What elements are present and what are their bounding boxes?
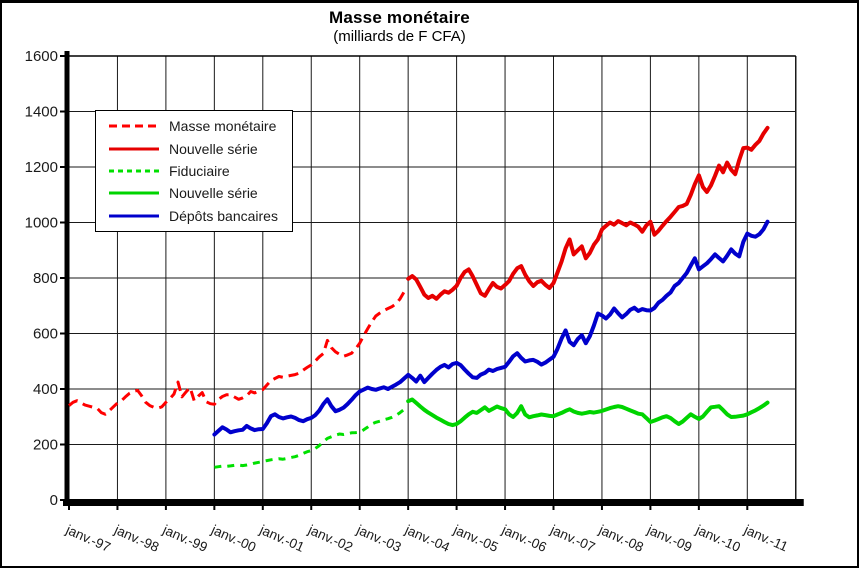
series-line-nouvelle-s-rie bbox=[406, 397, 770, 428]
legend-label: Nouvelle série bbox=[169, 185, 258, 202]
y-axis-label: 0 bbox=[50, 492, 58, 509]
y-axis-label: 1600 bbox=[25, 48, 58, 65]
legend-item-nouvelle-serie-rouge: Nouvelle série bbox=[108, 139, 292, 159]
x-axis-label: janv.-04 bbox=[402, 522, 452, 555]
x-axis-label: janv.-09 bbox=[644, 522, 694, 555]
x-axis-label: janv.-00 bbox=[208, 522, 258, 555]
y-axis-label: 600 bbox=[33, 326, 58, 343]
x-axis-label: janv.-98 bbox=[111, 522, 161, 555]
x-axis-label: janv.-01 bbox=[257, 522, 307, 555]
x-axis-label: janv.-97 bbox=[63, 522, 113, 555]
series-line-d-p-ts-bancaires bbox=[212, 219, 770, 437]
series-line-nouvelle-s-rie bbox=[406, 125, 770, 301]
x-axis-label: janv.-07 bbox=[547, 522, 597, 555]
y-axis-label: 800 bbox=[33, 270, 58, 287]
legend-label: Fiduciaire bbox=[169, 162, 230, 179]
legend-swatch-fiduciaire-icon bbox=[109, 169, 159, 173]
series-line-fiduciaire bbox=[214, 408, 406, 469]
legend-swatch-nouvelle-serie-verte-icon bbox=[109, 191, 159, 195]
legend-label: Dépôts bancaires bbox=[169, 207, 278, 224]
y-axis-label: 1400 bbox=[25, 104, 58, 121]
legend-swatch-nouvelle-serie-rouge-icon bbox=[109, 147, 159, 151]
y-axis-label: 1000 bbox=[25, 215, 58, 232]
y-axis-label: 400 bbox=[33, 381, 58, 398]
legend-swatch-depots-bancaires-icon bbox=[109, 214, 159, 218]
chart-subtitle: (milliards de F CFA) bbox=[333, 28, 466, 45]
x-axis-label: janv.-03 bbox=[354, 522, 404, 555]
legend-item-nouvelle-serie-verte: Nouvelle série bbox=[108, 183, 292, 203]
y-axis-label: 200 bbox=[33, 437, 58, 454]
legend-item-depots-bancaires: Dépôts bancaires bbox=[108, 206, 292, 226]
x-axis-label: janv.-08 bbox=[596, 522, 646, 555]
legend-item-masse-monetaire: Masse monétaire bbox=[108, 116, 292, 136]
legend-label: Masse monétaire bbox=[169, 118, 277, 135]
x-axis-label: janv.-06 bbox=[499, 522, 549, 555]
x-axis-label: janv.-05 bbox=[450, 522, 500, 555]
x-axis-label: janv.-10 bbox=[693, 522, 743, 555]
x-axis-label: janv.-99 bbox=[160, 522, 210, 555]
legend-label: Nouvelle série bbox=[169, 140, 258, 157]
legend: Masse monétaire Nouvelle série Fiduciair… bbox=[95, 110, 293, 232]
y-axis-label: 1200 bbox=[25, 159, 58, 176]
x-axis-label: janv.-11 bbox=[741, 522, 790, 555]
series-line-masse-mon-taire bbox=[68, 291, 406, 416]
x-axis-label: janv.-02 bbox=[305, 522, 355, 555]
chart-title: Masse monétaire bbox=[329, 8, 470, 27]
legend-swatch-masse-monetaire-icon bbox=[109, 124, 159, 128]
legend-item-fiduciaire: Fiduciaire bbox=[108, 161, 292, 181]
